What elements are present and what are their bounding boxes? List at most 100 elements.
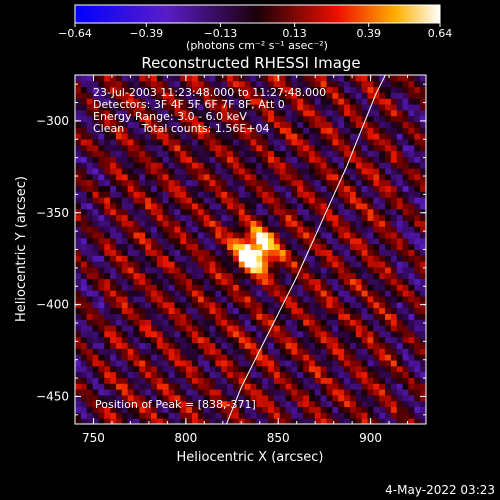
heatmap-cell bbox=[151, 92, 158, 99]
heatmap-cell bbox=[227, 365, 234, 373]
heatmap-cell bbox=[303, 237, 310, 245]
heatmap-cell bbox=[197, 75, 205, 82]
heatmap-cell bbox=[402, 98, 409, 105]
heatmap-cell bbox=[268, 301, 275, 309]
heatmap-cell bbox=[133, 325, 140, 332]
heatmap-cell bbox=[355, 86, 363, 93]
heatmap-cell bbox=[192, 191, 199, 198]
heatmap-cell bbox=[285, 226, 292, 233]
heatmap-cell bbox=[133, 133, 140, 140]
heatmap-cell bbox=[139, 255, 146, 262]
heatmap-cell bbox=[344, 325, 351, 332]
heatmap-cell bbox=[221, 185, 228, 192]
heatmap-cell bbox=[139, 202, 146, 210]
heatmap-cell bbox=[192, 360, 199, 367]
heatmap-cell bbox=[250, 365, 257, 373]
heatmap-cell bbox=[390, 307, 398, 314]
heatmap-cell bbox=[168, 400, 175, 408]
heatmap-cell bbox=[314, 92, 322, 99]
heatmap-cell bbox=[174, 150, 181, 157]
heatmap-cell bbox=[209, 348, 216, 355]
heatmap-cell bbox=[180, 80, 187, 88]
heatmap-cell bbox=[197, 290, 205, 297]
heatmap-cell bbox=[238, 127, 246, 134]
heatmap-cell bbox=[385, 418, 392, 424]
heatmap-cell bbox=[291, 144, 298, 152]
heatmap-cell bbox=[203, 330, 211, 338]
heatmap-cell bbox=[297, 336, 304, 344]
heatmap-cell bbox=[151, 173, 158, 181]
heatmap-cell bbox=[373, 179, 380, 187]
heatmap-cell bbox=[221, 168, 228, 175]
heatmap-cell bbox=[244, 290, 251, 297]
heatmap-cell bbox=[414, 214, 421, 221]
heatmap-cell bbox=[168, 418, 175, 424]
heatmap-cell bbox=[402, 109, 409, 117]
heatmap-cell bbox=[332, 243, 339, 250]
heatmap-cell bbox=[156, 406, 164, 413]
heatmap-cell bbox=[80, 266, 88, 274]
heatmap-cell bbox=[145, 418, 152, 424]
heatmap-cell bbox=[86, 272, 94, 280]
heatmap-cell bbox=[139, 144, 146, 152]
heatmap-cell bbox=[98, 383, 105, 390]
heatmap-cell bbox=[279, 266, 287, 274]
heatmap-cell bbox=[279, 197, 287, 204]
heatmap-cell bbox=[197, 185, 205, 192]
heatmap-cell bbox=[268, 330, 275, 338]
heatmap-cell bbox=[168, 342, 175, 349]
heatmap-cell bbox=[227, 115, 234, 123]
heatmap-cell bbox=[75, 220, 82, 227]
heatmap-cell bbox=[268, 104, 275, 111]
heatmap-cell bbox=[238, 354, 246, 361]
heatmap-cell bbox=[414, 127, 421, 134]
heatmap-cell bbox=[121, 109, 129, 117]
heatmap-cell bbox=[256, 150, 263, 157]
heatmap-cell bbox=[110, 418, 117, 424]
heatmap-cell bbox=[238, 156, 246, 163]
heatmap-cell bbox=[151, 383, 158, 390]
heatmap-cell bbox=[273, 162, 281, 169]
heatmap-cell bbox=[256, 115, 263, 123]
heatmap-cell bbox=[192, 296, 199, 303]
heatmap-cell bbox=[250, 319, 257, 326]
heatmap-cell bbox=[396, 336, 404, 344]
heatmap-cell bbox=[385, 133, 392, 140]
heatmap-cell bbox=[320, 360, 328, 367]
heatmap-cell bbox=[215, 98, 222, 105]
heatmap-cell bbox=[285, 389, 292, 396]
heatmap-cell bbox=[232, 138, 240, 146]
heatmap-cell bbox=[361, 168, 368, 175]
heatmap-cell bbox=[314, 301, 322, 309]
heatmap-cell bbox=[273, 383, 281, 390]
heatmap-cell bbox=[145, 185, 152, 192]
heatmap-cell bbox=[244, 197, 251, 204]
heatmap-cell bbox=[186, 354, 193, 361]
heatmap-cell bbox=[221, 412, 228, 419]
heatmap-cell bbox=[309, 133, 316, 140]
heatmap-cell bbox=[203, 179, 211, 187]
heatmap-cell bbox=[86, 325, 94, 332]
heatmap-cell bbox=[420, 104, 426, 111]
heatmap-cell bbox=[232, 185, 240, 192]
heatmap-cell bbox=[279, 144, 287, 152]
heatmap-cell bbox=[314, 133, 322, 140]
heatmap-cell bbox=[192, 162, 199, 169]
heatmap-cell bbox=[75, 121, 82, 128]
heatmap-cell bbox=[232, 272, 240, 280]
heatmap-cell bbox=[367, 371, 374, 378]
heatmap-cell bbox=[402, 284, 409, 291]
heatmap-cell bbox=[373, 173, 380, 181]
heatmap-cell bbox=[180, 185, 187, 192]
heatmap-cell bbox=[320, 261, 328, 268]
heatmap-cell bbox=[314, 272, 322, 280]
heatmap-cell bbox=[186, 336, 193, 344]
heatmap-cell bbox=[145, 179, 152, 187]
heatmap-cell bbox=[320, 284, 328, 291]
heatmap-cell bbox=[197, 104, 205, 111]
heatmap-cell bbox=[344, 266, 351, 274]
heatmap-cell bbox=[314, 179, 322, 187]
heatmap-cell bbox=[162, 191, 170, 198]
heatmap-cell bbox=[279, 232, 287, 239]
heatmap-cell bbox=[133, 121, 140, 128]
